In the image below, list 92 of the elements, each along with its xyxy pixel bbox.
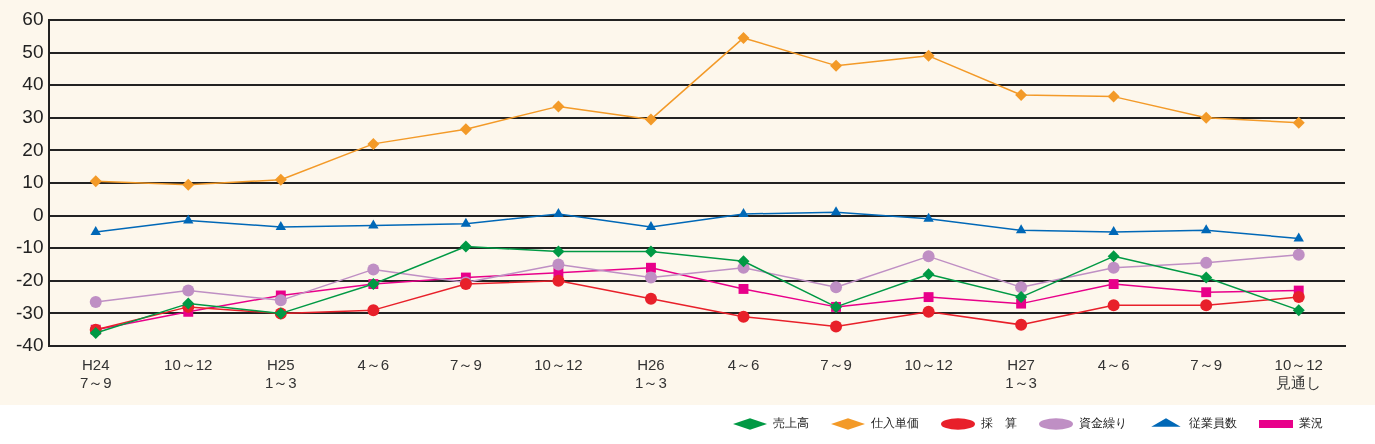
point xyxy=(1015,224,1027,234)
point xyxy=(922,268,935,281)
x-tick-label: 4～6 xyxy=(1097,356,1130,374)
point xyxy=(182,284,195,297)
point xyxy=(553,207,564,217)
x-tick-label: H27 1～3 xyxy=(1005,356,1037,392)
y-tick-label: -20 xyxy=(15,269,44,291)
point xyxy=(1200,111,1213,124)
point xyxy=(644,292,657,305)
x-tick-label: H26 1～3 xyxy=(635,356,667,392)
y-tick-label: 50 xyxy=(22,40,44,62)
point xyxy=(1107,250,1120,263)
point xyxy=(830,320,843,333)
point xyxy=(1292,116,1305,129)
point xyxy=(1292,291,1305,304)
point xyxy=(1108,225,1119,235)
x-tick-label: 10～12 xyxy=(904,356,953,374)
y-tick-label: 40 xyxy=(22,73,44,95)
point xyxy=(552,274,565,287)
point xyxy=(830,59,843,72)
point xyxy=(646,262,656,273)
point xyxy=(738,284,749,294)
point xyxy=(922,250,935,263)
point xyxy=(644,245,657,258)
x-tick-label: H25 1～3 xyxy=(264,356,297,392)
point xyxy=(367,137,380,150)
point xyxy=(459,240,472,253)
x-tick-label: 4～6 xyxy=(727,356,760,374)
point xyxy=(738,207,749,217)
x-tick-label: 4～6 xyxy=(357,356,390,374)
point xyxy=(1200,256,1213,269)
point xyxy=(1107,90,1120,103)
y-tick-label: 20 xyxy=(22,138,44,160)
x-tick-label: 7～9 xyxy=(820,356,852,374)
point xyxy=(922,49,935,62)
point xyxy=(274,294,287,307)
point xyxy=(90,225,101,235)
point xyxy=(737,31,750,44)
point xyxy=(459,123,472,136)
y-tick-label: -10 xyxy=(15,236,44,258)
x-tick-label: 10～12 xyxy=(534,356,583,374)
point xyxy=(552,245,565,258)
x-tick-label: 7～9 xyxy=(450,356,482,374)
point xyxy=(737,310,750,323)
point xyxy=(1200,271,1213,284)
point xyxy=(1015,318,1028,331)
point xyxy=(367,263,380,276)
point xyxy=(1292,248,1305,261)
point xyxy=(644,113,657,126)
point xyxy=(1015,88,1028,101)
y-tick-label: -40 xyxy=(15,334,44,356)
x-tick-label: 7～9 xyxy=(1190,356,1223,374)
point xyxy=(644,271,657,284)
y-tick-label: 0 xyxy=(32,203,44,225)
legend-label: 売上高 xyxy=(773,416,809,431)
point xyxy=(1108,279,1119,290)
point xyxy=(1107,261,1120,274)
point xyxy=(275,221,286,231)
point xyxy=(460,217,472,227)
x-tick-label: H24 7～9 xyxy=(79,356,112,392)
point xyxy=(274,173,287,186)
legend-label: 仕入単価 xyxy=(870,416,919,431)
x-tick-label: 10～12 xyxy=(164,356,213,374)
legend-label: 業況 xyxy=(1299,416,1323,431)
point xyxy=(737,255,750,268)
point xyxy=(923,212,934,222)
point xyxy=(923,292,934,303)
point xyxy=(367,304,380,317)
point xyxy=(645,221,657,231)
point xyxy=(1200,299,1213,312)
point xyxy=(1015,281,1028,294)
point xyxy=(552,258,565,271)
legend-label: 採 算 xyxy=(981,416,1017,431)
x-tick-label: 10～12 見通し xyxy=(1274,356,1323,392)
y-tick-label: -30 xyxy=(15,301,44,323)
point xyxy=(1015,291,1028,304)
y-tick-label: 30 xyxy=(22,106,44,128)
point xyxy=(830,281,843,294)
point xyxy=(89,175,102,188)
y-tick-label: 10 xyxy=(22,171,44,193)
point xyxy=(1201,224,1212,234)
point xyxy=(552,100,565,113)
legend-label: 従業員数 xyxy=(1189,416,1237,431)
point xyxy=(922,305,935,318)
point xyxy=(182,178,195,191)
point xyxy=(1292,304,1305,317)
legend-label: 資金繰り xyxy=(1079,416,1127,431)
point xyxy=(1107,299,1120,312)
point xyxy=(1201,287,1212,298)
point xyxy=(830,206,842,216)
y-tick-label: 60 xyxy=(22,8,44,30)
point xyxy=(89,295,102,308)
